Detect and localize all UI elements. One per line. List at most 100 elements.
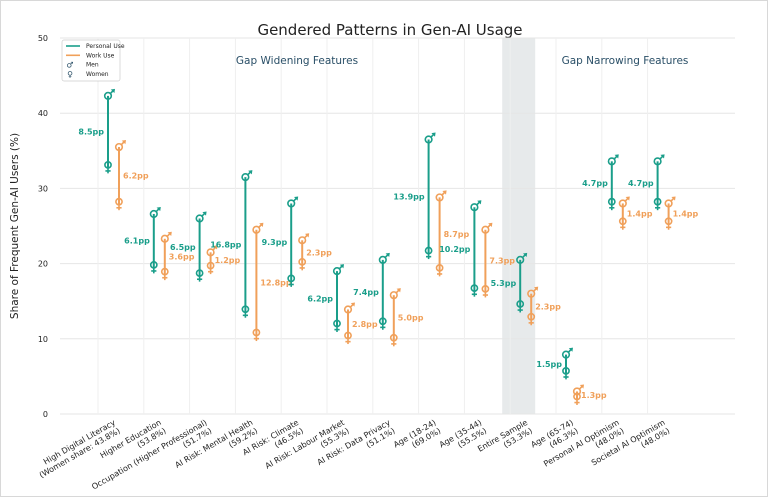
work-women-marker xyxy=(344,331,352,345)
work-men-marker xyxy=(160,231,172,243)
personal-women-marker xyxy=(241,305,250,318)
personal-gap-label: 6.1pp xyxy=(124,237,150,246)
personal-men-marker xyxy=(607,154,619,166)
plot-area: 0 10 20 30 40 50 Gap Widening Features Gap Narr… xyxy=(38,34,735,491)
personal-men-marker xyxy=(241,170,253,182)
personal-gap-label: 4.7pp xyxy=(628,179,654,188)
men-marker-ring xyxy=(572,387,582,396)
personal-women-marker xyxy=(195,269,204,282)
work-gap-label: 2.3pp xyxy=(306,248,332,257)
chart-title: Gendered Patterns in Gen-AI Usage xyxy=(257,21,522,39)
personal-women-marker xyxy=(149,260,158,274)
men-marker-head xyxy=(385,252,390,258)
work-men-marker xyxy=(252,222,264,234)
personal-women-marker xyxy=(470,284,479,297)
personal-women-marker xyxy=(378,317,387,330)
legend-women-icon: ♀ xyxy=(67,70,73,79)
personal-men-marker xyxy=(561,347,573,359)
personal-men-marker xyxy=(103,88,115,101)
legend-label-work: Work Use xyxy=(86,52,115,59)
personal-gap-label: 9.3pp xyxy=(262,238,288,247)
men-marker-head xyxy=(339,264,344,269)
personal-women-marker xyxy=(424,246,433,260)
men-marker-head xyxy=(396,288,401,293)
personal-gap-label: 10.2pp xyxy=(439,245,470,254)
work-men-marker xyxy=(389,288,401,300)
men-marker-head xyxy=(305,233,310,238)
men-marker-head xyxy=(248,170,253,175)
work-men-marker xyxy=(206,245,218,257)
men-marker-ring xyxy=(607,157,616,166)
men-marker-head xyxy=(568,347,573,352)
work-gap-label: 8.7pp xyxy=(444,230,470,239)
men-marker-head xyxy=(625,196,630,201)
x-tick-label: Entire Sample(53.3%) xyxy=(476,418,534,462)
legend-box xyxy=(61,39,121,82)
personal-gap-label: 5.3pp xyxy=(491,279,517,288)
men-marker-ring xyxy=(195,214,204,223)
men-marker-head xyxy=(579,384,584,389)
work-men-marker xyxy=(114,140,126,152)
work-gap-label: 2.8pp xyxy=(352,320,378,329)
men-marker-ring xyxy=(424,135,433,144)
men-marker-ring xyxy=(527,289,536,298)
men-marker-ring xyxy=(206,248,215,257)
work-men-marker xyxy=(481,222,493,234)
personal-men-marker xyxy=(470,200,482,212)
y-tick-label: 20 xyxy=(38,260,48,269)
legend-label-women: Women xyxy=(86,71,109,78)
personal-men-marker xyxy=(653,154,665,166)
highlight-band xyxy=(502,38,536,414)
men-marker-ring xyxy=(435,193,444,202)
legend: Personal Use Work Use ♂ Men ♀ Women xyxy=(61,39,125,82)
work-gap-label: 2.3pp xyxy=(535,302,561,311)
work-gap-label: 1.3pp xyxy=(581,391,607,400)
personal-gap-label: 6.5pp xyxy=(170,243,196,252)
personal-men-marker xyxy=(332,264,344,276)
personal-men-marker xyxy=(149,206,161,219)
work-gap-label: 6.2pp xyxy=(123,172,149,181)
men-marker-ring xyxy=(114,142,124,152)
men-marker-ring xyxy=(389,291,398,300)
y-tick-label: 40 xyxy=(38,109,48,118)
men-marker-head xyxy=(156,206,161,212)
men-marker-head xyxy=(294,196,299,201)
personal-women-marker xyxy=(333,319,341,333)
men-marker-ring xyxy=(378,255,387,264)
work-gap-label: 1.4pp xyxy=(627,210,653,219)
work-men-marker xyxy=(343,302,355,314)
work-women-marker xyxy=(435,263,444,277)
men-marker-ring xyxy=(653,157,662,166)
work-gap-label: 5.0pp xyxy=(398,314,424,323)
men-marker-head xyxy=(488,222,493,227)
work-men-marker xyxy=(527,286,539,298)
men-marker-head xyxy=(660,154,665,159)
legend-label-men: Men xyxy=(86,62,99,69)
men-marker-ring xyxy=(103,91,113,101)
y-tick-label: 30 xyxy=(38,184,48,193)
men-marker-ring xyxy=(149,209,158,219)
personal-women-marker xyxy=(104,160,112,174)
men-marker-head xyxy=(442,190,447,195)
work-women-marker xyxy=(527,312,536,326)
personal-gap-label: 16.8pp xyxy=(210,240,241,249)
men-marker-head xyxy=(259,222,264,227)
personal-women-marker xyxy=(562,366,570,380)
section-label-narrowing: Gap Narrowing Features xyxy=(562,55,689,67)
work-gap-label: 7.3pp xyxy=(489,257,515,266)
men-marker-head xyxy=(213,245,218,250)
work-women-marker xyxy=(573,392,581,405)
work-women-marker xyxy=(664,217,673,230)
x-tick-label: Age (18-24)(69.0%) xyxy=(392,418,442,458)
work-women-marker xyxy=(298,257,307,271)
personal-men-marker xyxy=(516,252,528,264)
personal-gap-label: 1.5pp xyxy=(536,360,562,369)
work-women-marker xyxy=(252,328,261,342)
y-axis-label: Share of Frequent Gen-AI Users (%) xyxy=(9,133,21,319)
men-marker-head xyxy=(167,231,172,236)
work-women-marker xyxy=(618,217,627,230)
work-women-marker xyxy=(115,197,123,211)
work-gap-label: 1.4pp xyxy=(673,210,699,219)
men-marker-ring xyxy=(252,225,261,234)
